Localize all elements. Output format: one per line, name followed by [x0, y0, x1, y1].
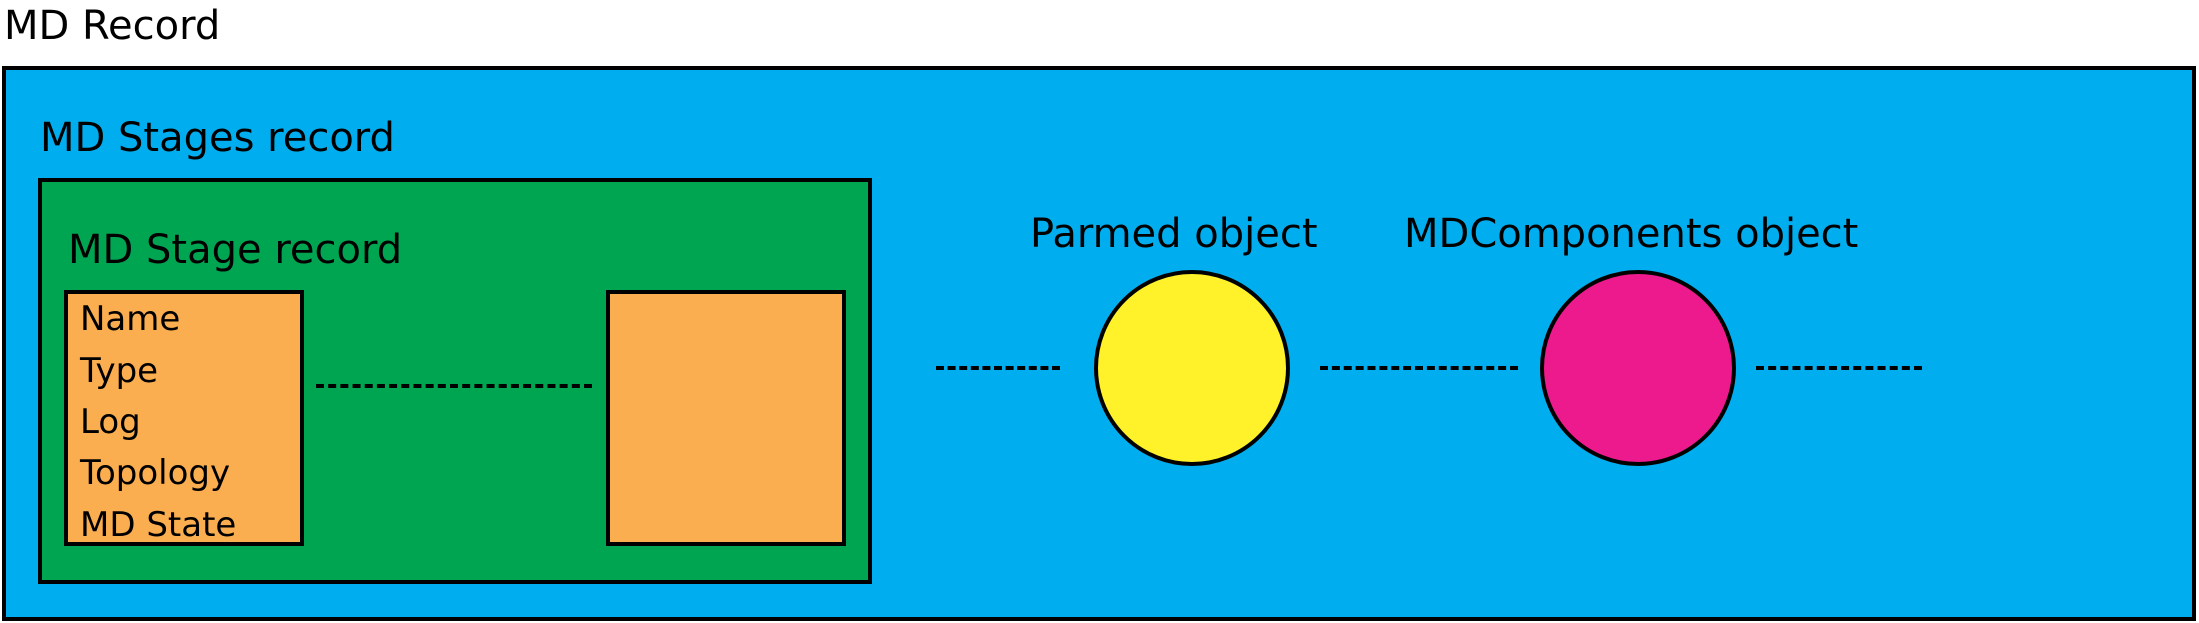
stage-field-type: Type — [80, 351, 159, 391]
dotted-line-before-parmed — [936, 366, 1060, 370]
mdcomponents-object-label: MDComponents object — [1404, 211, 1859, 257]
dotted-line-after-components — [1756, 366, 1922, 370]
md-stage-record-label: MD Stage record — [68, 227, 403, 273]
md-stages-record-label: MD Stages record — [40, 115, 395, 161]
stage-field-md-state: MD State — [80, 505, 237, 545]
stage-field-topology: Topology — [80, 453, 231, 493]
dotted-line-between-objects — [1320, 366, 1518, 370]
stage-fields-box — [64, 290, 304, 546]
stage-field-log: Log — [80, 402, 141, 442]
mdcomponents-object-circle — [1540, 270, 1736, 466]
parmed-object-circle — [1094, 270, 1290, 466]
stage-ellipsis-line — [316, 384, 592, 388]
parmed-object-label: Parmed object — [1030, 211, 1318, 257]
stage-field-name: Name — [80, 299, 181, 339]
stage-box-empty — [606, 290, 846, 546]
diagram-title: MD Record — [4, 3, 221, 49]
